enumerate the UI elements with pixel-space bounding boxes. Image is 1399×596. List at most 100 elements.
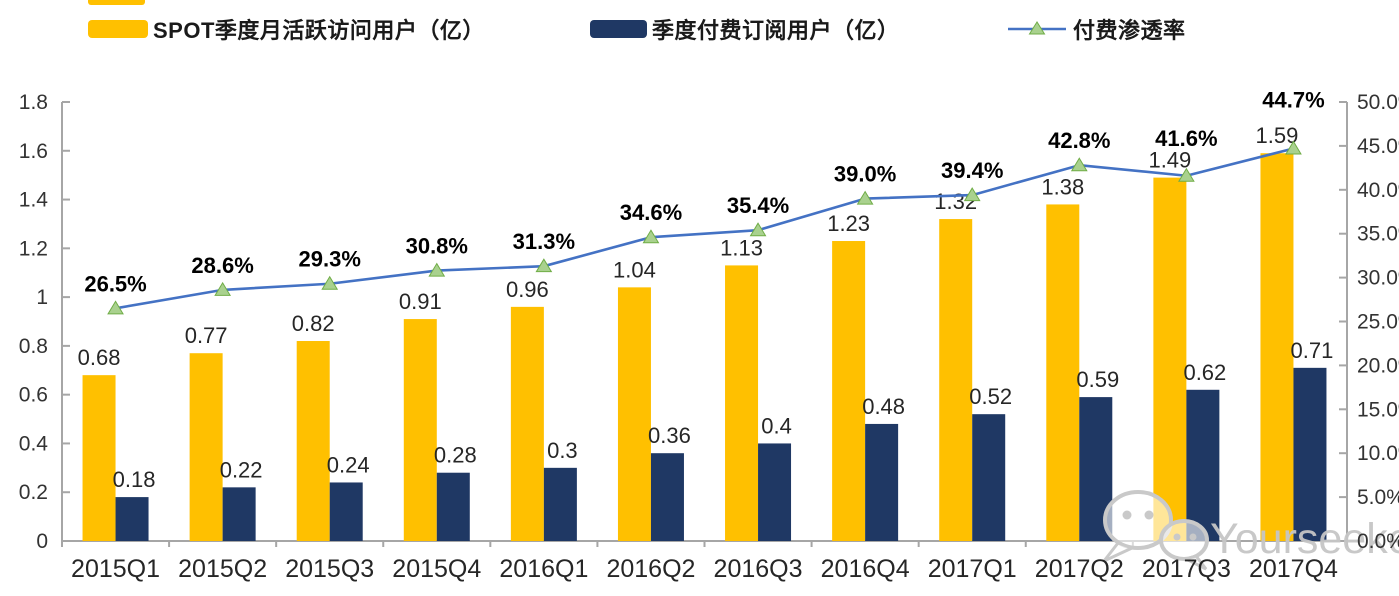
mau-value-label-2015Q3: 0.82 <box>292 311 335 336</box>
mau-value-label-2017Q4: 1.59 <box>1256 123 1299 148</box>
right-axis-label-35.0%: 35.0% <box>1357 223 1399 246</box>
subscriber-value-label-2016Q1: 0.3 <box>547 438 578 463</box>
right-axis-label-20.0%: 20.0% <box>1357 354 1399 377</box>
mau-bar-2017Q3 <box>1153 177 1187 541</box>
mau-value-label-2015Q4: 0.91 <box>399 289 442 314</box>
mau-bar-2016Q2 <box>617 287 651 541</box>
mau-bar-2015Q1 <box>82 375 116 541</box>
left-axis-label-0.4: 0.4 <box>19 432 49 455</box>
axis-labels: 1.8 1.6 1.4 1.2 1 0.8 0.6 0.4 0.2 0 50.0% 45.0% 40.0… <box>19 88 1399 583</box>
x-axis-label-2017Q3: 2017Q3 <box>1142 555 1231 583</box>
subscriber-value-label-2015Q3: 0.24 <box>327 452 370 477</box>
penetration-label-2017Q4: 44.7% <box>1262 88 1324 113</box>
mau-bar-2017Q4 <box>1260 153 1294 541</box>
penetration-marker-2017Q4 <box>1285 140 1302 155</box>
penetration-label-2016Q2: 34.6% <box>620 200 682 225</box>
penetration-marker-2017Q2 <box>1070 157 1088 172</box>
wechat-eye-icon <box>1173 533 1181 541</box>
legend-item-mau: SPOT季度月活跃访问用户（亿） <box>88 16 485 43</box>
penetration-line-sample-icon <box>1008 21 1066 35</box>
subscriber-bar-2017Q3 <box>1186 389 1220 541</box>
right-axis-label-25.0%: 25.0% <box>1357 311 1399 334</box>
x-axis-label-2016Q4: 2016Q4 <box>821 555 910 583</box>
penetration-marker-2017Q1 <box>963 187 981 202</box>
subscriber-value-label-2017Q1: 0.52 <box>969 384 1012 409</box>
mau-value-label-2015Q1: 0.68 <box>78 345 121 370</box>
right-axis-label-40.0%: 40.0% <box>1357 179 1399 202</box>
subscriber-value-label-2015Q1: 0.18 <box>113 467 156 492</box>
mau-legend-label: SPOT季度月活跃访问用户（亿） <box>153 18 485 43</box>
penetration-label-2015Q3: 29.3% <box>299 247 361 272</box>
subscriber-value-label-2017Q2: 0.59 <box>1076 367 1119 392</box>
penetration-marker-2016Q2 <box>642 229 660 244</box>
left-axis-label-0.8: 0.8 <box>19 335 48 358</box>
penetration-legend-label: 付费渗透率 <box>1073 18 1186 43</box>
left-axis-label-1: 1 <box>36 286 48 309</box>
wechat-eye-icon <box>1144 510 1154 520</box>
subscriber-bar-2016Q3 <box>758 443 792 541</box>
penetration-marker-2015Q3 <box>321 275 339 290</box>
penetration-label-2015Q4: 30.8% <box>406 234 468 259</box>
mau-value-label-2017Q3: 1.49 <box>1148 148 1191 173</box>
right-axis-label-0.0%: 0.0% <box>1357 530 1399 553</box>
x-axis-label-2017Q1: 2017Q1 <box>928 555 1017 583</box>
penetration-label-2015Q2: 28.6% <box>191 253 253 278</box>
cropped-legend-artifact <box>88 0 145 5</box>
mau-bar-2017Q2 <box>1046 204 1080 541</box>
penetration-label-2017Q2: 42.8% <box>1048 128 1110 153</box>
left-axis-label-0: 0 <box>36 530 48 553</box>
right-axis-label-50.0%: 50.0% <box>1357 91 1399 114</box>
left-axis-label-0.6: 0.6 <box>19 384 48 407</box>
mau-value-label-2016Q1: 0.96 <box>506 277 549 302</box>
x-axis-label-2015Q2: 2015Q2 <box>178 555 267 583</box>
right-axis-label-5.0%: 5.0% <box>1357 486 1399 509</box>
penetration-label-2017Q1: 39.4% <box>941 158 1003 183</box>
subscriber-value-label-2015Q2: 0.22 <box>220 457 263 482</box>
mau-value-label-2016Q3: 1.13 <box>720 235 763 260</box>
mau-bar-2016Q3 <box>725 265 759 541</box>
subscriber-bar-2016Q4 <box>865 423 899 541</box>
subscriber-legend-swatch <box>590 20 647 38</box>
mau-bar-2016Q1 <box>510 306 544 541</box>
penetration-marker-2016Q3 <box>749 222 767 237</box>
left-axis-label-0.2: 0.2 <box>19 481 48 504</box>
wechat-small-bubble-icon <box>1159 519 1209 561</box>
mau-value-label-2016Q2: 1.04 <box>613 257 656 282</box>
subscriber-value-label-2017Q4: 0.71 <box>1291 338 1334 363</box>
left-axis-label-1.2: 1.2 <box>19 237 48 260</box>
left-axis-label-1.4: 1.4 <box>19 189 49 212</box>
penetration-label-2016Q3: 35.4% <box>727 193 789 218</box>
mau-bar-2016Q4 <box>832 241 866 541</box>
left-axis-label-1.8: 1.8 <box>19 91 48 114</box>
penetration-marker-2016Q1 <box>535 258 553 273</box>
subscriber-bar-2016Q1 <box>543 467 577 541</box>
wechat-big-bubble-tail-icon <box>1102 541 1136 563</box>
right-axis-label-15.0%: 15.0% <box>1357 398 1399 421</box>
mau-value-label-2016Q4: 1.23 <box>827 211 870 236</box>
subscriber-value-label-2016Q3: 0.4 <box>761 413 792 438</box>
legend: SPOT季度月活跃访问用户（亿） 季度付费订阅用户（亿） 付费渗透率 <box>0 0 1399 56</box>
mau-value-label-2017Q2: 1.38 <box>1041 174 1084 199</box>
penetration-marker-2017Q3 <box>1177 167 1195 182</box>
subscriber-bar-2015Q4 <box>436 472 470 541</box>
subscriber-bar-2015Q2 <box>222 487 256 541</box>
penetration-label-2015Q1: 26.5% <box>84 271 146 296</box>
subscriber-value-label-2016Q4: 0.48 <box>862 394 905 419</box>
penetration-label-2016Q1: 31.3% <box>513 229 575 254</box>
x-axis-label-2015Q4: 2015Q4 <box>392 555 481 583</box>
right-axis-label-30.0%: 30.0% <box>1357 267 1399 290</box>
subscriber-legend-label: 季度付费订阅用户（亿） <box>652 18 900 43</box>
watermark-text: Yourseeker <box>1210 515 1399 563</box>
subscriber-value-label-2015Q4: 0.28 <box>434 443 477 468</box>
subscriber-bar-2017Q4 <box>1293 367 1327 541</box>
subscriber-bar-2016Q2 <box>650 453 684 541</box>
x-axis-label-2017Q4: 2017Q4 <box>1249 555 1338 583</box>
mau-value-label-2015Q2: 0.77 <box>185 323 228 348</box>
penetration-marker-2016Q4 <box>856 190 874 205</box>
x-axis-label-2015Q1: 2015Q1 <box>71 555 160 583</box>
legend-item-subscribers: 季度付费订阅用户（亿） <box>590 16 900 43</box>
penetration-marker-2015Q2 <box>214 281 232 296</box>
watermark: Yourseeker <box>1102 490 1399 571</box>
